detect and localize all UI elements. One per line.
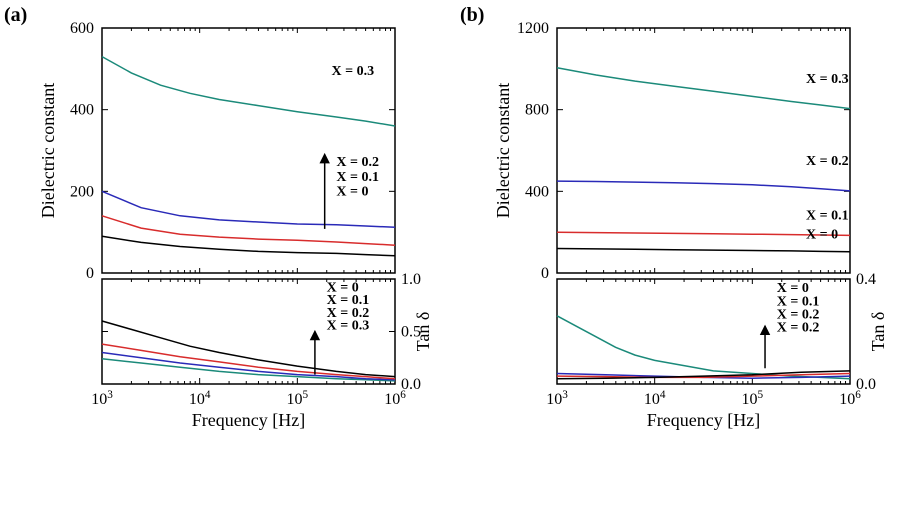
svg-text:0.4: 0.4 bbox=[856, 271, 876, 288]
series-label: X = 0.1 bbox=[336, 170, 379, 185]
svg-text:200: 200 bbox=[70, 183, 94, 200]
panel-label-b: (b) bbox=[460, 4, 484, 27]
svg-text:104: 104 bbox=[189, 389, 211, 408]
series-label: X = 0.3 bbox=[332, 64, 375, 79]
chart-panel: 103104105106Frequency [Hz]04008001200Die… bbox=[485, 18, 885, 438]
svg-text:0: 0 bbox=[86, 265, 94, 282]
svg-text:0.0: 0.0 bbox=[856, 376, 876, 393]
svg-text:103: 103 bbox=[91, 389, 113, 408]
series-label: X = 0.2 bbox=[777, 321, 820, 336]
svg-text:Frequency [Hz]: Frequency [Hz] bbox=[647, 410, 760, 430]
svg-text:400: 400 bbox=[70, 102, 94, 119]
svg-text:Frequency [Hz]: Frequency [Hz] bbox=[192, 410, 305, 430]
series-label: X = 0.1 bbox=[806, 209, 849, 224]
series-label: X = 0.2 bbox=[806, 154, 849, 169]
svg-text:600: 600 bbox=[70, 20, 94, 37]
panel-label-a: (a) bbox=[4, 4, 27, 27]
svg-text:105: 105 bbox=[287, 389, 309, 408]
series-label: X = 0.3 bbox=[806, 72, 849, 87]
svg-text:Dielectric constant: Dielectric constant bbox=[38, 83, 58, 218]
svg-text:400: 400 bbox=[525, 183, 549, 200]
svg-text:1200: 1200 bbox=[517, 20, 549, 37]
series-label: X = 0.3 bbox=[327, 318, 370, 333]
series-label: X = 0.2 bbox=[336, 155, 379, 170]
svg-text:103: 103 bbox=[546, 389, 568, 408]
series-label: X = 0 bbox=[806, 227, 838, 242]
svg-text:Tan δ: Tan δ bbox=[868, 312, 885, 352]
svg-text:0: 0 bbox=[541, 265, 549, 282]
svg-text:Tan δ: Tan δ bbox=[413, 312, 430, 352]
chart-panel: 103104105106Frequency [Hz]0200400600Diel… bbox=[30, 18, 430, 438]
svg-text:104: 104 bbox=[644, 389, 666, 408]
svg-text:800: 800 bbox=[525, 102, 549, 119]
svg-text:0.0: 0.0 bbox=[401, 376, 421, 393]
svg-text:1.0: 1.0 bbox=[401, 271, 421, 288]
svg-text:105: 105 bbox=[742, 389, 764, 408]
series-label: X = 0 bbox=[336, 184, 368, 199]
svg-text:Dielectric constant: Dielectric constant bbox=[493, 83, 513, 218]
figure-page: (a) (b) 103104105106Frequency [Hz]020040… bbox=[0, 0, 912, 532]
